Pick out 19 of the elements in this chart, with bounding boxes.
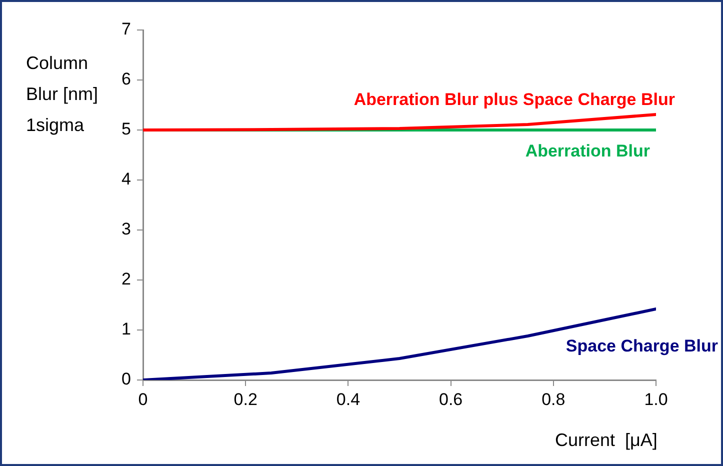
y-axis-title: Column Blur [nm] 1sigma xyxy=(26,52,100,137)
x-tick-label: 1.0 xyxy=(644,390,668,409)
y-tick-label: 2 xyxy=(122,270,131,289)
y-tick-label: 6 xyxy=(122,70,131,89)
y-tick-label: 5 xyxy=(122,120,131,139)
x-axis-title: Current [μA] xyxy=(555,430,658,451)
x-tick-label: 0.2 xyxy=(234,390,258,409)
x-tick-label: 0 xyxy=(138,390,148,409)
y-tick-label: 7 xyxy=(122,20,131,39)
x-tick-label: 0.6 xyxy=(438,390,463,409)
series-label: Aberration Blur xyxy=(525,142,650,161)
y-tick-label: 3 xyxy=(122,220,131,239)
y-tick-label: 0 xyxy=(122,370,131,389)
x-tick-label: 0.8 xyxy=(542,390,566,409)
y-tick-label: 1 xyxy=(122,320,131,339)
y-tick-label: 4 xyxy=(122,170,131,189)
x-tick-label: 0.4 xyxy=(336,390,360,409)
series-label: Space Charge Blur xyxy=(566,336,718,356)
series-label: Aberration Blur plus Space Charge Blur xyxy=(354,90,676,110)
